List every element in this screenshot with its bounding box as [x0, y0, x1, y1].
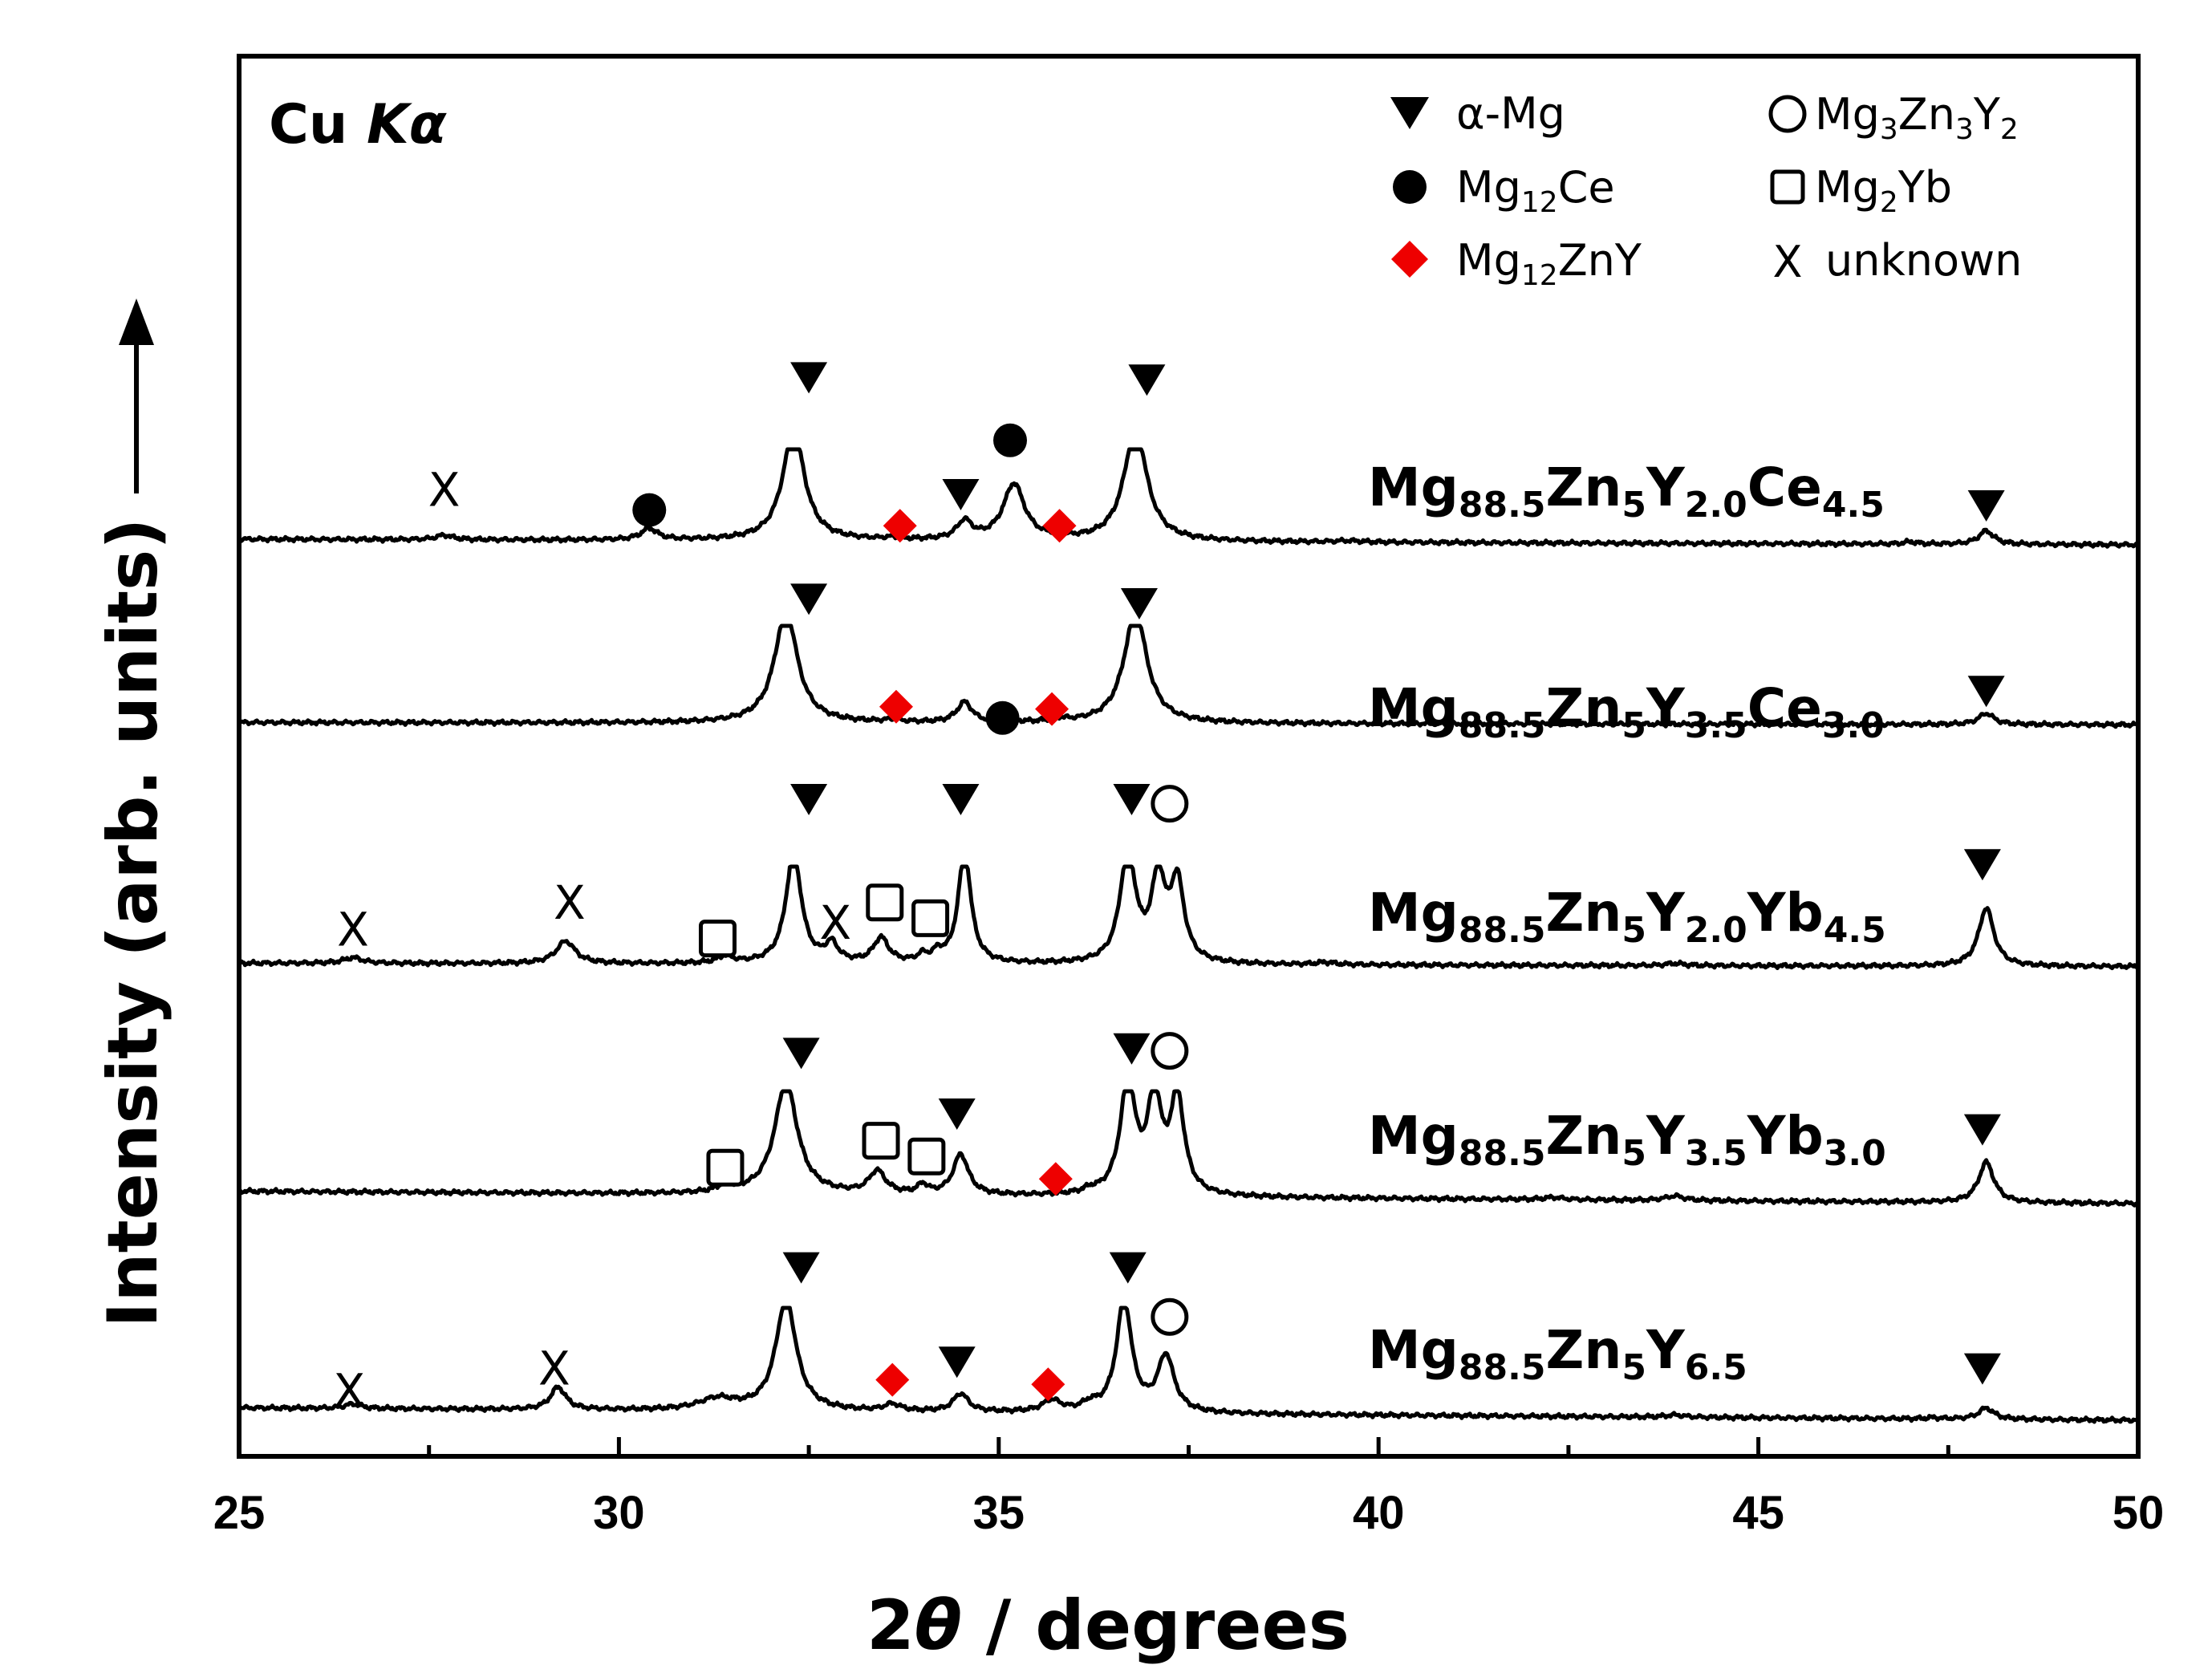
marker-alpha-mg-2-1	[790, 583, 828, 615]
xrd-trace-3	[237, 864, 2140, 971]
x-axis-ticks: 25 30 35 40 45 50	[213, 1437, 2165, 1539]
marker-alpha-mg-4-9	[1963, 1114, 2001, 1146]
marker-x-1-1: X	[428, 462, 461, 517]
legend-alpha-mg-symbol	[1390, 97, 1429, 129]
marker-mg2yb-4-1	[706, 1148, 745, 1187]
x-tick-label: 45	[1732, 1487, 1784, 1539]
marker-alpha-mg-5-5	[938, 1346, 976, 1379]
marker-mg12ce-1-6	[993, 423, 1028, 457]
marker-alpha-mg-3-9	[1113, 784, 1151, 815]
marker-alpha-mg-5-3	[782, 1252, 820, 1284]
x-axis-title: 2θ / degrees	[867, 1586, 1350, 1666]
legend-unknown-symbol: X	[1773, 237, 1803, 287]
marker-mg3zn3y2-4-8	[1151, 1032, 1189, 1070]
legend-mg12ce-symbol	[1393, 170, 1427, 204]
marker-mg12zny-1-7	[1042, 509, 1077, 543]
series-label-4: Mg88.5Zn5Y3.5Yb3.0	[1368, 1105, 1886, 1174]
marker-alpha-mg-5-7	[1109, 1252, 1147, 1284]
xrd-trace-2	[237, 623, 2140, 729]
marker-x-3-4: X	[819, 895, 851, 950]
legend-unknown-label: unknown	[1825, 235, 2022, 286]
x-tick-label: 25	[213, 1487, 266, 1539]
marker-mg12zny-2-3	[879, 689, 913, 724]
marker-mg12zny-1-4	[883, 509, 917, 543]
intensity-arrow-head	[119, 298, 154, 345]
marker-alpha-mg-1-5	[942, 479, 980, 510]
marker-mg2yb-3-5	[866, 883, 904, 922]
x-tick-label: 50	[2113, 1487, 2165, 1539]
legend-mg3zn3y2-symbol	[1768, 95, 1807, 133]
series-label-5: Mg88.5Zn5Y6.5	[1368, 1319, 1747, 1388]
marker-mg12zny-2-5	[1035, 692, 1069, 726]
series-labels: Mg88.5Zn5Y2.0Ce4.5 Mg88.5Zn5Y3.5Ce3.0 Mg88…	[1368, 457, 1886, 1388]
marker-x-3-2: X	[554, 875, 586, 930]
marker-mg12zny-4-6	[1038, 1162, 1073, 1196]
series-label-3: Mg88.5Zn5Y2.0Yb4.5	[1368, 882, 1886, 951]
marker-alpha-mg-1-9	[1967, 490, 2005, 522]
marker-mg2yb-3-3	[698, 920, 737, 958]
marker-mg2yb-3-6	[911, 899, 950, 937]
phase-markers: X X X X X X	[333, 362, 2005, 1419]
marker-alpha-mg-3-11	[1963, 849, 2001, 881]
x-tick-label: 35	[973, 1487, 1025, 1539]
marker-alpha-mg-1-3	[790, 362, 828, 394]
legend-mg12zny-label: Mg12ZnY	[1456, 235, 1642, 292]
y-axis-title: Intensity (arb. units)	[93, 518, 173, 1327]
marker-alpha-mg-4-2	[782, 1038, 820, 1070]
legend-mg12zny-symbol	[1391, 241, 1428, 278]
legend-mg2yb-label: Mg2Yb	[1815, 162, 1952, 219]
legend: α-Mg Mg12Ce Mg12ZnY Mg3Zn3Y2 Mg2Yb X unk…	[1390, 88, 2022, 292]
marker-alpha-mg-3-8	[942, 784, 980, 815]
xrd-trace-4	[237, 1089, 2139, 1208]
marker-x-5-2: X	[538, 1342, 570, 1396]
pattern-traces	[237, 447, 2140, 1424]
marker-x-3-1: X	[337, 902, 369, 956]
marker-mg2yb-4-4	[907, 1137, 946, 1176]
legend-mg3zn3y2-label: Mg3Zn3Y2	[1815, 89, 2019, 146]
marker-mg12zny-5-6	[1031, 1367, 1065, 1402]
marker-mg3zn3y2-5-8	[1151, 1297, 1189, 1336]
legend-alpha-mg-label: α-Mg	[1456, 88, 1565, 139]
marker-mg12ce-1-2	[632, 493, 667, 527]
x-tick-label: 40	[1353, 1487, 1405, 1539]
marker-alpha-mg-3-7	[790, 784, 828, 815]
marker-x-5-1: X	[333, 1364, 365, 1419]
marker-alpha-mg-4-7	[1113, 1033, 1151, 1065]
marker-alpha-mg-4-5	[938, 1098, 976, 1130]
marker-mg2yb-4-3	[862, 1122, 900, 1160]
legend-mg2yb-symbol	[1770, 169, 1805, 205]
marker-mg12zny-5-4	[875, 1362, 910, 1397]
marker-alpha-mg-1-8	[1128, 364, 1166, 396]
xrd-trace-5	[237, 1306, 2140, 1424]
xrd-trace-1	[237, 447, 2140, 549]
series-label-2: Mg88.5Zn5Y3.5Ce3.0	[1368, 677, 1885, 746]
marker-alpha-mg-2-6	[1967, 676, 2005, 708]
series-label-1: Mg88.5Zn5Y2.0Ce4.5	[1368, 457, 1885, 526]
legend-mg12ce-label: Mg12Ce	[1456, 162, 1615, 219]
x-tick-label: 30	[593, 1487, 645, 1539]
marker-mg3zn3y2-3-10	[1151, 785, 1189, 823]
marker-alpha-mg-5-9	[1963, 1353, 2001, 1385]
marker-alpha-mg-2-2	[1120, 588, 1158, 619]
radiation-label: Cu Kα	[269, 93, 448, 156]
marker-mg12ce-2-4	[985, 700, 1020, 735]
